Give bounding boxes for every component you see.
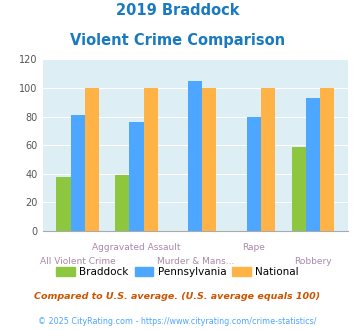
Text: Rape: Rape (242, 243, 266, 252)
Bar (292, 147, 306, 231)
Bar (320, 88, 334, 231)
Text: 2019 Braddock: 2019 Braddock (116, 3, 239, 18)
Text: © 2025 CityRating.com - https://www.cityrating.com/crime-statistics/: © 2025 CityRating.com - https://www.city… (38, 317, 317, 326)
Bar (56, 177, 71, 231)
Text: Aggravated Assault: Aggravated Assault (92, 243, 181, 252)
Bar (247, 116, 261, 231)
Text: Robbery: Robbery (294, 257, 332, 266)
Text: Compared to U.S. average. (U.S. average equals 100): Compared to U.S. average. (U.S. average … (34, 292, 321, 301)
Text: Murder & Mans...: Murder & Mans... (157, 257, 234, 266)
Bar (261, 88, 275, 231)
Bar (202, 88, 217, 231)
Bar (71, 115, 85, 231)
Bar (188, 81, 202, 231)
Bar (306, 98, 320, 231)
Bar (129, 122, 143, 231)
Bar (143, 88, 158, 231)
Text: Violent Crime Comparison: Violent Crime Comparison (70, 33, 285, 48)
Bar (115, 175, 129, 231)
Bar (85, 88, 99, 231)
Text: All Violent Crime: All Violent Crime (40, 257, 115, 266)
Legend: Braddock, Pennsylvania, National: Braddock, Pennsylvania, National (52, 263, 303, 281)
